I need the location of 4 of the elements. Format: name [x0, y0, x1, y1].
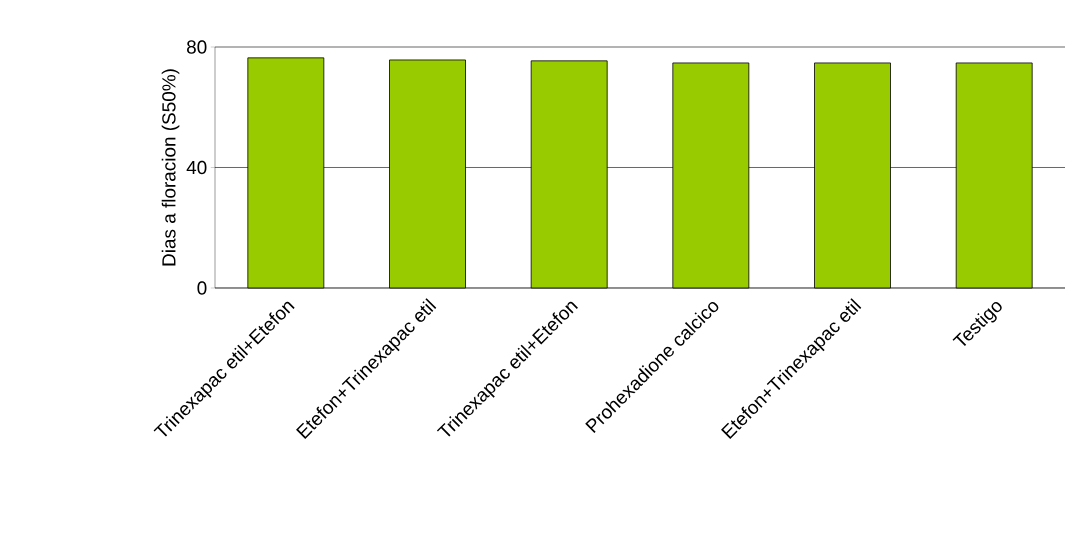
y-axis-title: Dias a floracion (S50%) [161, 69, 180, 266]
y-tick-label: 0 [197, 281, 207, 295]
y-tick-label: 80 [187, 40, 207, 54]
y-tick-label: 40 [186, 160, 207, 175]
